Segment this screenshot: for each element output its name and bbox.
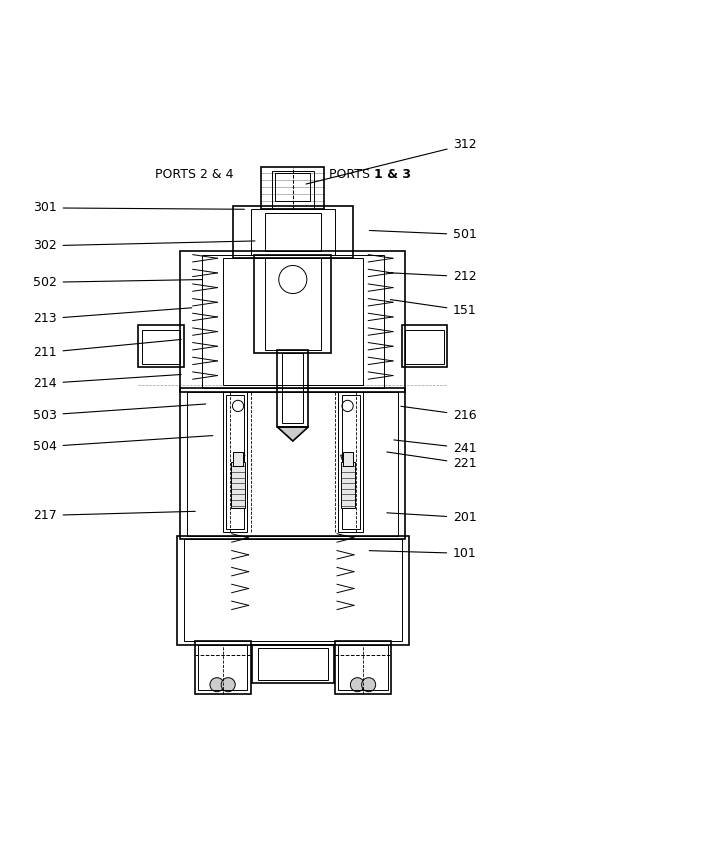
Bar <box>198 645 247 690</box>
Bar <box>338 391 363 532</box>
Circle shape <box>210 678 224 692</box>
Bar <box>223 259 363 385</box>
Text: 241: 241 <box>453 442 477 455</box>
Text: 217: 217 <box>33 509 57 522</box>
Bar <box>233 451 243 465</box>
Bar <box>277 350 308 427</box>
Bar <box>231 462 245 508</box>
Bar <box>202 255 384 388</box>
Circle shape <box>221 678 235 692</box>
Bar <box>271 171 314 209</box>
Bar <box>405 330 443 364</box>
Bar <box>264 213 321 252</box>
Bar <box>252 645 333 683</box>
Bar <box>342 396 360 529</box>
Bar <box>251 209 335 255</box>
Text: 301: 301 <box>33 201 57 214</box>
Text: 504: 504 <box>33 440 57 453</box>
Bar <box>335 641 391 694</box>
Text: 312: 312 <box>453 138 477 151</box>
Bar <box>343 451 352 465</box>
Text: 214: 214 <box>33 377 56 390</box>
Text: 221: 221 <box>453 457 477 470</box>
Text: 212: 212 <box>453 270 477 283</box>
Polygon shape <box>341 455 351 469</box>
Circle shape <box>362 678 376 692</box>
Bar <box>180 388 405 539</box>
Bar <box>195 641 251 694</box>
Text: PORTS 2 & 4: PORTS 2 & 4 <box>155 168 234 181</box>
Text: PORTS: PORTS <box>329 168 374 181</box>
Bar <box>258 648 328 680</box>
Text: 151: 151 <box>453 304 477 317</box>
Polygon shape <box>277 427 308 441</box>
Bar <box>233 206 352 259</box>
Bar <box>223 391 247 532</box>
Bar <box>138 326 184 367</box>
Bar <box>180 252 405 391</box>
Bar <box>402 326 447 367</box>
Text: 216: 216 <box>453 409 477 422</box>
Circle shape <box>350 678 364 692</box>
Bar <box>262 168 324 209</box>
Text: 503: 503 <box>33 409 57 422</box>
Text: 101: 101 <box>453 547 477 560</box>
Text: 211: 211 <box>33 346 56 359</box>
Text: 1 & 3: 1 & 3 <box>374 168 410 181</box>
Bar <box>338 645 388 690</box>
Text: 201: 201 <box>453 511 477 524</box>
Bar <box>226 396 244 529</box>
Bar <box>264 259 321 350</box>
Bar <box>255 255 331 353</box>
Text: 302: 302 <box>33 240 57 253</box>
Bar <box>282 353 303 424</box>
Text: 502: 502 <box>33 276 57 289</box>
Text: 213: 213 <box>33 312 56 326</box>
Bar <box>275 173 310 201</box>
Text: 501: 501 <box>453 228 477 241</box>
Polygon shape <box>235 455 245 469</box>
Bar <box>142 330 180 364</box>
Bar <box>341 462 355 508</box>
Bar <box>184 539 402 641</box>
Bar <box>188 391 398 536</box>
Bar <box>177 536 409 645</box>
